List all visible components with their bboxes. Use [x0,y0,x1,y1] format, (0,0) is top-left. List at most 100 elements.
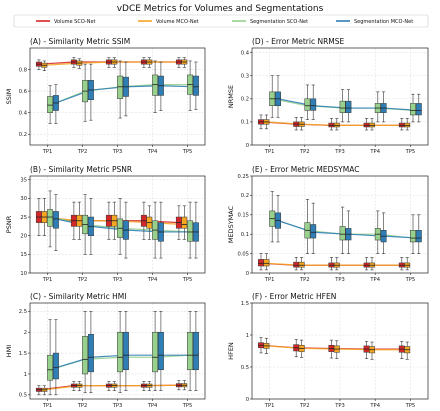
x-tick-label: TP2 [299,149,310,155]
x-tick-label: TP1 [264,403,275,409]
box [41,385,48,396]
box-body [187,220,194,242]
box [111,201,118,240]
box [146,57,153,68]
box [275,195,281,243]
box-body [47,354,54,381]
box [105,57,112,68]
box [122,61,129,117]
x-tick-label: TP2 [77,403,88,409]
x-tick-label: TP5 [405,149,416,155]
y-tick-label: 1.5 [19,351,27,357]
box [380,212,387,254]
box [374,91,381,123]
y-axis-label: SSIM [5,89,13,105]
box [298,257,305,271]
x-tick-label: TP5 [405,403,416,409]
box [152,60,159,113]
y-tick-label: 0.5 [241,365,249,371]
x-tick-label: TP5 [182,149,193,155]
box [35,198,42,236]
y-tick-label: 1 [246,333,249,339]
box [41,198,48,236]
box [82,194,89,255]
legend-item: Volume MCO-Net [138,19,199,25]
box [47,85,54,124]
y-tick-label: 20 [20,233,27,239]
box [146,205,153,240]
x-tick-label: TP4 [147,277,158,283]
box [304,198,311,254]
y-axis-label: HMI [5,345,13,357]
legend-label: Volume MCO-Net [156,19,199,25]
y-tick-label: 0.4 [241,50,250,56]
box [310,202,317,254]
y-tick-label: 0.2 [241,97,249,103]
box [175,205,182,240]
box [181,205,188,240]
box-body [52,352,59,380]
box [263,253,270,271]
y-tick-label: 0.2 [19,132,27,138]
panel: (D) - Error Metric NRMSE NRMSE 0 0.1 0.2 0.3 0… [227,37,429,155]
box [111,381,118,391]
box [76,381,83,391]
box [181,57,188,68]
y-tick-label: 0.15 [237,213,249,219]
box [258,114,264,130]
box [87,63,94,121]
y-tick-label: 0.3 [241,74,249,80]
box-body [339,100,346,113]
panel-title: (A) - Similarity Metric SSIM [30,37,130,46]
x-tick-label: TP1 [264,149,275,155]
y-tick-label: 1 [24,372,27,378]
y-tick-label: 0.6 [19,89,27,95]
box [82,63,89,122]
box [298,116,305,131]
box [105,201,112,240]
box [298,339,305,358]
box [52,84,59,124]
y-tick-label: 0 [246,143,249,149]
box [269,191,276,243]
box-body [310,98,317,111]
box [328,339,335,359]
x-tick-label: TP1 [264,277,275,283]
legend-item: Segmentation SCO-Net [232,19,308,25]
box-body [339,226,346,241]
box-body [410,230,416,243]
box [152,201,159,259]
x-tick-label: TP3 [112,277,123,283]
x-tick-label: TP2 [77,277,88,283]
box [76,201,83,240]
box [82,311,89,394]
box [70,57,77,68]
box [398,257,405,271]
y-tick-label: 0.2 [241,193,249,199]
box [87,311,94,394]
box [117,198,124,255]
x-tick-label: TP2 [299,403,310,409]
x-tick-label: TP1 [42,277,53,283]
legend: Volume SCO-Net Volume MCO-Net Segmentation… [13,14,429,28]
box [263,337,270,354]
x-tick-label: TP2 [77,149,88,155]
legend-frame [13,14,429,28]
panel: (A) - Similarity Metric SSIM SSIM 0.2 0.4 0.… [5,37,206,155]
x-tick-label: TP3 [334,277,345,283]
legend-label: Segmentation SCO-Net [250,19,308,25]
box [404,341,411,360]
box [333,340,340,359]
x-tick-label: TP5 [182,403,193,409]
y-tick-label: 10 [20,271,27,277]
box [328,257,335,271]
box [76,58,83,69]
box [410,214,416,254]
box [47,190,54,248]
box [35,385,42,396]
y-tick-label: 2 [24,330,27,336]
x-tick-label: TP3 [112,149,123,155]
box [398,341,405,359]
box [187,311,194,391]
y-tick-label: 1.5 [241,301,249,307]
